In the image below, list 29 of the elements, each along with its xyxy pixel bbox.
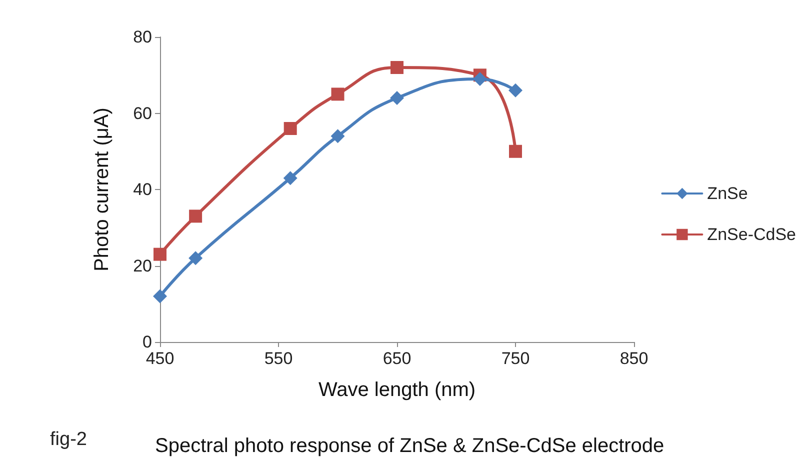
text: fig-2: [50, 429, 87, 450]
point: [331, 88, 344, 101]
point: [189, 210, 202, 223]
y-tick-label: 0: [142, 332, 152, 352]
point: [188, 251, 203, 266]
x-tick-label: 850: [620, 349, 648, 368]
x-tick-label: 550: [264, 349, 293, 368]
text: Spectral photo response of ZnSe & ZnSe-CdSe electrode: [155, 435, 664, 457]
x-tick-label: 450: [146, 349, 174, 368]
point: [153, 289, 167, 304]
point: [154, 248, 166, 261]
y-tick-label: 80: [133, 28, 152, 46]
x-tick-label: 650: [382, 349, 412, 368]
point: [472, 72, 487, 86]
point: [390, 91, 404, 105]
y-tick-label: 40: [133, 180, 152, 199]
point: [330, 129, 345, 144]
legend-label: ZnSe-CdSe: [707, 225, 796, 244]
point: [509, 144, 522, 158]
point: [508, 83, 522, 98]
x-axis-title: Wave length (nm): [318, 379, 476, 401]
y-tick-label: 20: [133, 256, 152, 276]
y-axis-title: Photo current (μA): [91, 108, 113, 272]
y-tick-label: 60: [133, 104, 152, 123]
point: [284, 122, 297, 135]
legend-label: ZnSe: [707, 184, 748, 203]
x-tick-label: 750: [501, 349, 530, 368]
point: [390, 61, 404, 74]
point: [283, 171, 298, 186]
